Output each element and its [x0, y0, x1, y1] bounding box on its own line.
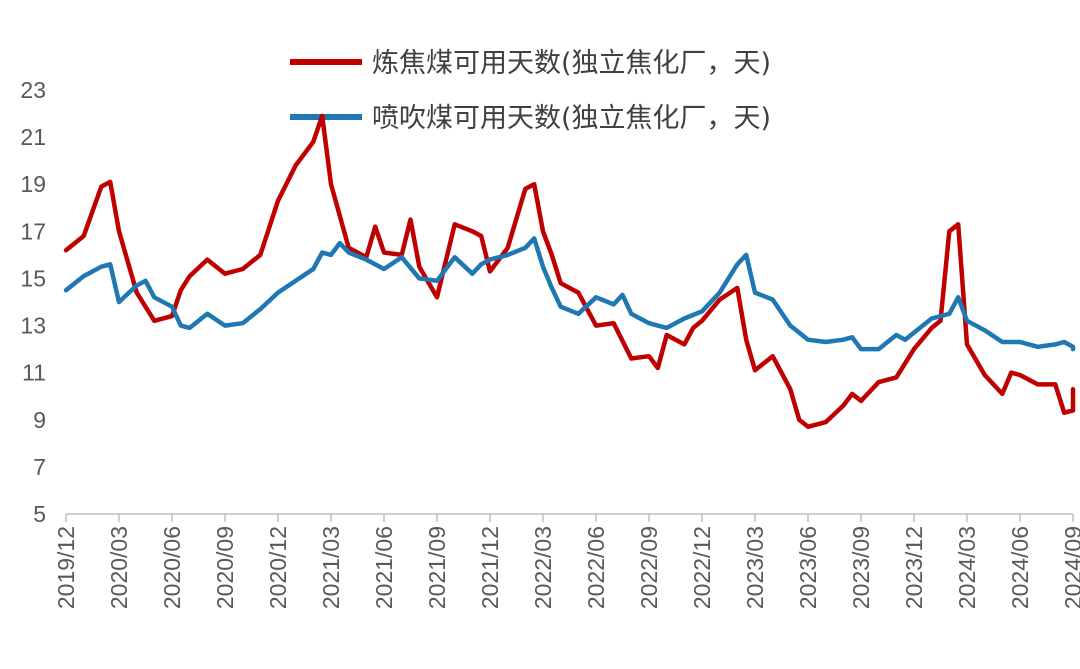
y-tick-label: 15 [20, 265, 46, 291]
x-tick-label: 2021/03 [318, 526, 344, 609]
y-axis: 5 7 9 11 13 15 17 19 21 23 [20, 77, 46, 527]
x-tick-label: 2024/06 [1007, 526, 1033, 609]
y-tick-label: 19 [20, 171, 46, 197]
chart-legend: 炼焦煤可用天数(独立焦化厂，天) 喷吹煤可用天数(独立焦化厂，天) [290, 48, 771, 134]
plot-area [63, 113, 1076, 430]
y-tick-label: 21 [20, 124, 46, 150]
y-tick-label: 7 [33, 454, 46, 480]
y-tick-label: 9 [33, 407, 46, 433]
series-line-1 [63, 113, 1076, 430]
y-tick-label: 5 [33, 501, 46, 527]
legend-label-series-1: 炼焦煤可用天数(独立焦化厂，天) [372, 48, 771, 79]
x-tick-label: 2020/03 [106, 526, 132, 609]
x-tick-label: 2020/06 [159, 526, 185, 609]
x-tick-label: 2022/06 [583, 526, 609, 609]
legend-label-series-2: 喷吹煤可用天数(独立焦化厂，天) [372, 103, 771, 134]
x-tick-label: 2024/09 [1060, 526, 1080, 609]
series-line-2 [63, 236, 1076, 352]
x-tick-label: 2022/09 [636, 526, 662, 609]
x-tick-label: 2022/03 [530, 526, 556, 609]
x-tick-label: 2021/12 [477, 526, 503, 609]
x-tick-label: 2019/12 [53, 526, 79, 609]
x-tick-label: 2023/06 [795, 526, 821, 609]
x-tick-label: 2023/12 [901, 526, 927, 609]
y-tick-label: 13 [20, 313, 46, 339]
x-tick-label: 2020/09 [212, 526, 238, 609]
x-tick-label: 2023/03 [742, 526, 768, 609]
y-tick-label: 23 [20, 77, 46, 103]
y-tick-label: 17 [20, 218, 46, 244]
y-tick-label: 11 [22, 360, 46, 386]
x-axis: 2019/12 2020/03 2020/06 2020/09 2020/12 2021/… [53, 514, 1080, 609]
x-tick-label: 2021/09 [424, 526, 450, 609]
x-tick-label: 2021/06 [371, 526, 397, 609]
x-tick-label: 2024/03 [954, 526, 980, 609]
x-tick-label: 2020/12 [265, 526, 291, 609]
x-tick-label: 2022/12 [689, 526, 715, 609]
x-tick-label: 2023/09 [848, 526, 874, 609]
